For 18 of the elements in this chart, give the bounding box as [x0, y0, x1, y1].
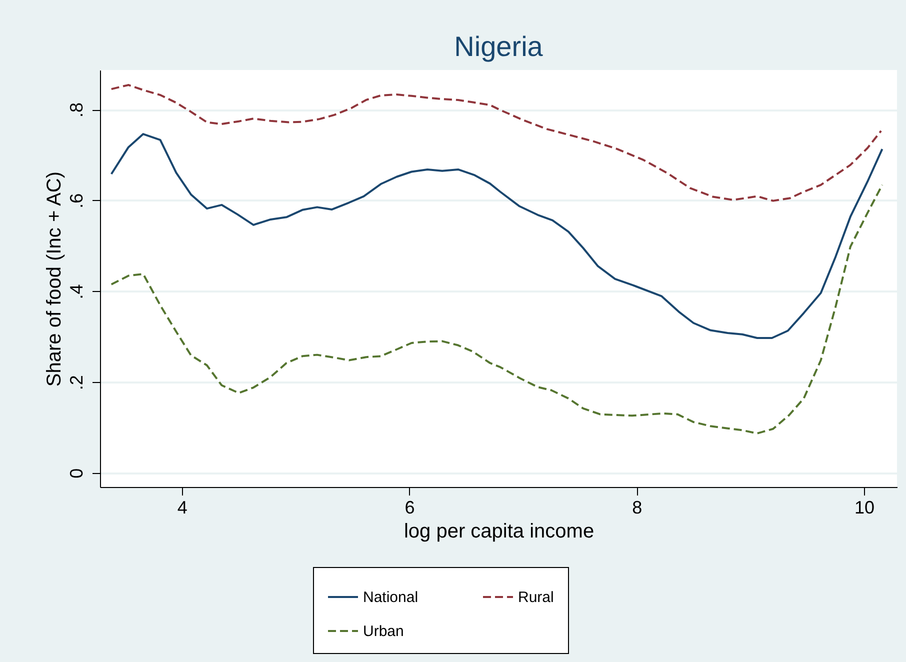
x-tick-label: 10 [854, 498, 875, 518]
line-series [110, 84, 882, 202]
x-tick-label: 4 [177, 498, 188, 518]
chart-title: Nigeria [454, 31, 544, 62]
line-series [110, 184, 884, 434]
legend-label: Urban [363, 623, 404, 640]
y-tick-label: 0 [66, 468, 86, 478]
x-tick-label: 6 [404, 498, 415, 518]
y-tick-label: .8 [66, 102, 86, 118]
legend-label: Rural [518, 589, 554, 606]
y-tick-label: .4 [66, 284, 86, 300]
line-series [110, 133, 884, 340]
legend-label: National [363, 589, 418, 606]
x-axis-title: log per capita income [404, 520, 594, 542]
y-tick-label: .2 [66, 375, 86, 390]
y-axis-title: Share of food (Inc + AC) [44, 171, 66, 387]
x-tick-label: 8 [632, 498, 642, 518]
y-tick-label: .6 [66, 193, 86, 208]
